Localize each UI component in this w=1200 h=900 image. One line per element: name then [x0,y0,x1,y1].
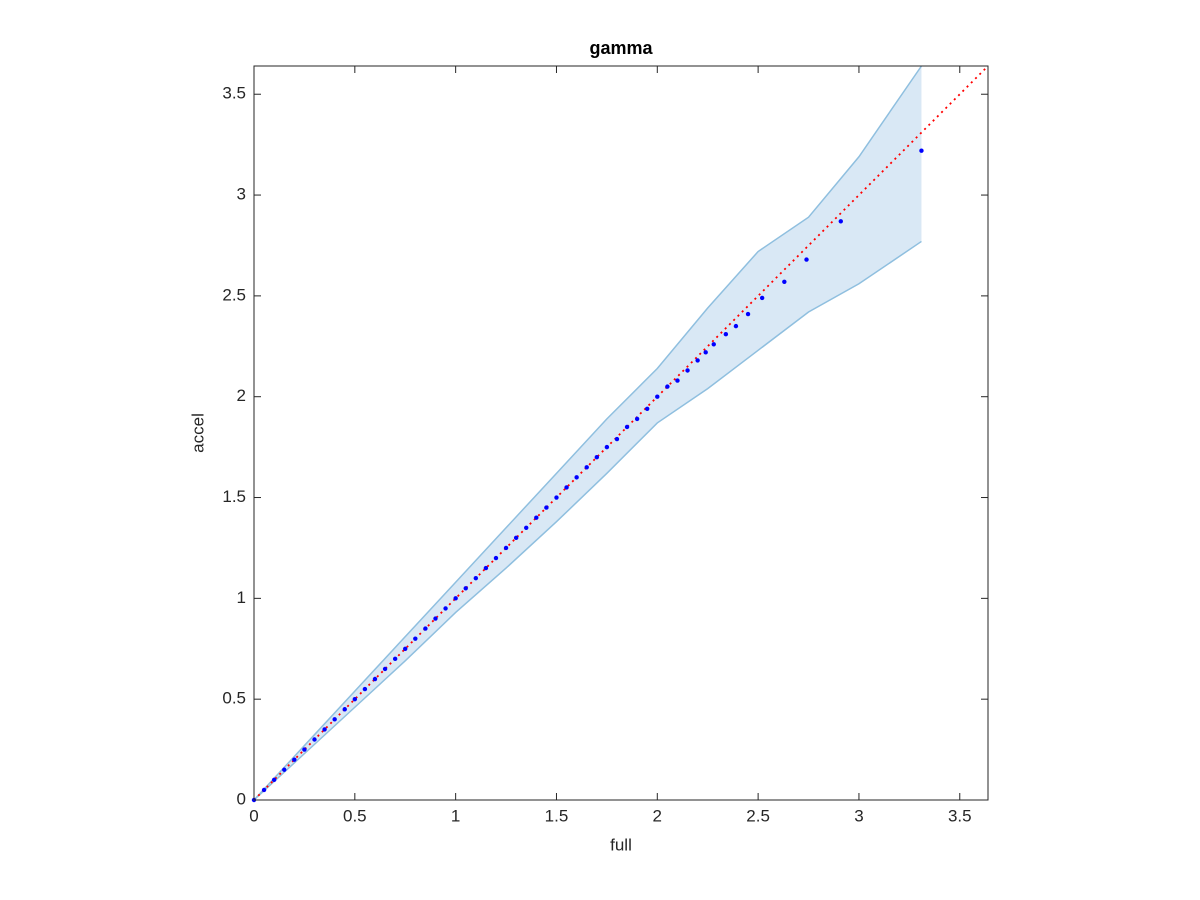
data-point [302,747,307,752]
x-tick-label: 2 [653,806,662,825]
data-point [493,555,499,561]
data-point [782,279,787,284]
data-point [352,696,358,702]
band-upper-edge [253,65,923,801]
axes-box [253,65,989,801]
data-point [403,646,408,651]
data-point [733,323,739,329]
data-point [362,686,368,692]
data-point [423,626,428,631]
band-lower-edge [253,240,922,801]
data-point [665,384,670,389]
data-point [711,342,716,347]
data-point [453,596,458,601]
data-point [292,757,297,762]
data-point [443,606,448,611]
data-point [413,636,418,641]
data-point [759,295,765,301]
data-point [594,454,600,460]
data-point [838,219,843,224]
reference-line [253,65,989,801]
data-point [312,737,317,742]
data-point [584,465,589,470]
data-point [675,378,680,383]
y-tick-label: 3.5 [222,84,246,103]
data-point [513,535,519,541]
y-tick-label: 0.5 [222,689,246,708]
data-point [534,515,539,520]
data-point [564,485,569,490]
y-axis-label: accel [188,413,207,453]
x-tick-label: 2.5 [746,806,770,825]
data-point [433,616,438,621]
data-point [483,565,489,571]
data-point [544,505,549,510]
y-tick-label: 2 [237,386,246,405]
data-point [332,717,337,722]
data-point [614,436,620,442]
x-tick-label: 3 [854,806,863,825]
y-tick-label: 1.5 [222,487,246,506]
data-point [271,777,277,783]
x-tick-label: 1 [451,806,460,825]
data-point [554,495,559,500]
data-point [322,727,327,732]
data-point [655,394,660,399]
data-point [463,586,468,591]
chart-title: gamma [589,38,653,58]
data-point [919,148,924,153]
data-point [382,666,388,672]
data-point [503,545,509,551]
data-point [524,525,529,530]
data-point [392,656,398,662]
data-point [604,444,610,450]
y-tick-label: 3 [237,185,246,204]
y-tick-label: 2.5 [222,285,246,304]
y-tick-label: 1 [237,588,246,607]
x-tick-label: 3.5 [948,806,972,825]
data-point [574,475,579,480]
y-tick-label: 0 [237,789,246,808]
data-point [624,424,630,430]
data-point [634,416,640,422]
data-point [723,331,729,337]
data-point [695,358,700,363]
x-axis-label: full [610,835,632,854]
data-point [645,406,650,412]
data-point [261,787,267,793]
x-tick-label: 1.5 [545,806,569,825]
data-point [745,311,751,317]
data-point [282,767,287,772]
data-point [372,676,378,682]
data-point [685,368,690,373]
x-tick-label: 0 [249,806,258,825]
x-tick-label: 0.5 [343,806,367,825]
data-point [342,707,347,712]
data-point [473,575,479,581]
data-point [703,350,708,355]
data-point [804,257,809,262]
